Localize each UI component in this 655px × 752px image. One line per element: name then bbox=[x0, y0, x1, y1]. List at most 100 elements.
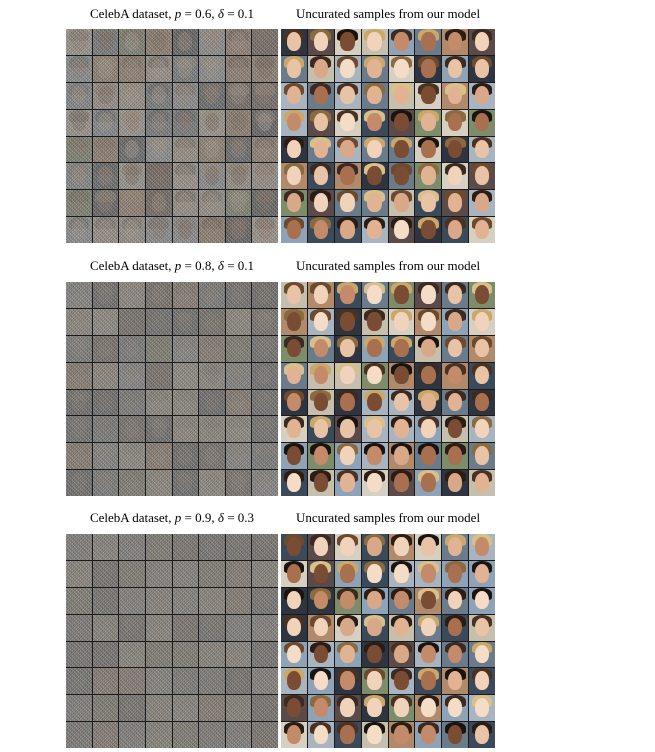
corrupted-face-image bbox=[172, 389, 199, 416]
corrupted-face-image bbox=[172, 217, 199, 243]
corrupted-face-image bbox=[66, 82, 92, 109]
corrupted-face-image bbox=[92, 282, 119, 308]
sample-face-image bbox=[334, 109, 361, 136]
sample-face-image bbox=[307, 190, 334, 217]
corrupted-face-image bbox=[145, 136, 172, 163]
sample-face-image bbox=[334, 217, 361, 243]
corrupted-face-image bbox=[119, 335, 145, 362]
sample-face-image bbox=[334, 190, 361, 217]
corrupted-face-image bbox=[252, 82, 278, 109]
sample-face-image bbox=[388, 109, 415, 136]
corrupted-face-image bbox=[145, 416, 172, 443]
sample-face-image bbox=[281, 587, 307, 614]
sample-face-image bbox=[388, 695, 415, 722]
sample-face-image bbox=[469, 416, 495, 443]
corrupted-face-image bbox=[145, 587, 172, 614]
sample-face-image bbox=[281, 614, 307, 641]
corrupted-face-image bbox=[252, 614, 278, 641]
corrupted-face-image bbox=[145, 190, 172, 217]
sample-face-image bbox=[469, 587, 495, 614]
corrupted-face-image bbox=[119, 560, 145, 587]
sample-face-image bbox=[388, 416, 415, 443]
sample-face-image bbox=[469, 560, 495, 587]
corrupted-face-image bbox=[145, 362, 172, 389]
sample-face-image bbox=[334, 136, 361, 163]
sample-face-image bbox=[442, 217, 469, 243]
corrupted-face-image bbox=[145, 668, 172, 695]
sample-face-image bbox=[415, 416, 442, 443]
corrupted-face-image bbox=[66, 641, 92, 668]
sample-face-image bbox=[307, 335, 334, 362]
sample-face-image bbox=[307, 443, 334, 470]
corrupted-face-image bbox=[252, 695, 278, 722]
sample-face-image bbox=[388, 443, 415, 470]
corrupted-face-image bbox=[172, 416, 199, 443]
corrupted-face-image bbox=[225, 190, 252, 217]
corrupted-face-image bbox=[92, 29, 119, 55]
sample-face-image bbox=[361, 163, 388, 190]
corrupted-face-image bbox=[252, 190, 278, 217]
corrupted-face-image bbox=[172, 190, 199, 217]
sample-face-image bbox=[334, 560, 361, 587]
panel-1-corrupted-grid bbox=[66, 29, 278, 243]
sample-face-image bbox=[469, 722, 495, 748]
corrupted-face-image bbox=[119, 641, 145, 668]
corrupted-face-image bbox=[252, 163, 278, 190]
corrupted-face-image bbox=[172, 82, 199, 109]
corrupted-face-image bbox=[252, 308, 278, 335]
corrupted-face-image bbox=[199, 587, 225, 614]
sample-face-image bbox=[307, 722, 334, 748]
sample-face-image bbox=[415, 560, 442, 587]
sample-face-image bbox=[388, 668, 415, 695]
sample-face-image bbox=[442, 443, 469, 470]
sample-face-image bbox=[361, 695, 388, 722]
sample-face-image bbox=[415, 587, 442, 614]
sample-face-image bbox=[361, 308, 388, 335]
sample-face-image bbox=[281, 136, 307, 163]
sample-face-image bbox=[281, 443, 307, 470]
corrupted-face-image bbox=[199, 190, 225, 217]
sample-face-image bbox=[442, 282, 469, 308]
sample-face-image bbox=[388, 29, 415, 55]
sample-face-image bbox=[442, 560, 469, 587]
panel-3-right-caption: Uncurated samples from our model bbox=[295, 510, 481, 525]
sample-face-image bbox=[281, 217, 307, 243]
sample-face-image bbox=[334, 29, 361, 55]
panel-3-corrupted-grid bbox=[66, 534, 278, 748]
sample-face-image bbox=[415, 641, 442, 668]
corrupted-face-image bbox=[199, 82, 225, 109]
sample-face-image bbox=[442, 389, 469, 416]
sample-face-image bbox=[334, 282, 361, 308]
corrupted-face-image bbox=[225, 136, 252, 163]
corrupted-face-image bbox=[66, 416, 92, 443]
corrupted-face-image bbox=[172, 668, 199, 695]
panel-2-corrupted-grid bbox=[66, 282, 278, 496]
sample-face-image bbox=[361, 534, 388, 560]
sample-face-image bbox=[415, 282, 442, 308]
corrupted-face-image bbox=[119, 217, 145, 243]
panel-2-left-caption: CelebA dataset, p = 0.8, δ = 0.1 bbox=[89, 258, 255, 273]
sample-face-image bbox=[469, 362, 495, 389]
sample-face-image bbox=[388, 587, 415, 614]
sample-face-image bbox=[442, 470, 469, 496]
corrupted-face-image bbox=[252, 470, 278, 496]
sample-face-image bbox=[442, 190, 469, 217]
sample-face-image bbox=[281, 190, 307, 217]
sample-face-image bbox=[442, 335, 469, 362]
sample-face-image bbox=[469, 308, 495, 335]
sample-face-image bbox=[334, 55, 361, 82]
corrupted-face-image bbox=[145, 308, 172, 335]
corrupted-face-image bbox=[145, 335, 172, 362]
corrupted-face-image bbox=[252, 560, 278, 587]
corrupted-face-image bbox=[145, 109, 172, 136]
sample-face-image bbox=[361, 668, 388, 695]
sample-face-image bbox=[442, 136, 469, 163]
corrupted-face-image bbox=[199, 695, 225, 722]
sample-face-image bbox=[307, 587, 334, 614]
corrupted-face-image bbox=[119, 308, 145, 335]
corrupted-face-image bbox=[119, 163, 145, 190]
sample-face-image bbox=[307, 55, 334, 82]
sample-face-image bbox=[334, 163, 361, 190]
corrupted-face-image bbox=[145, 282, 172, 308]
sample-face-image bbox=[307, 416, 334, 443]
